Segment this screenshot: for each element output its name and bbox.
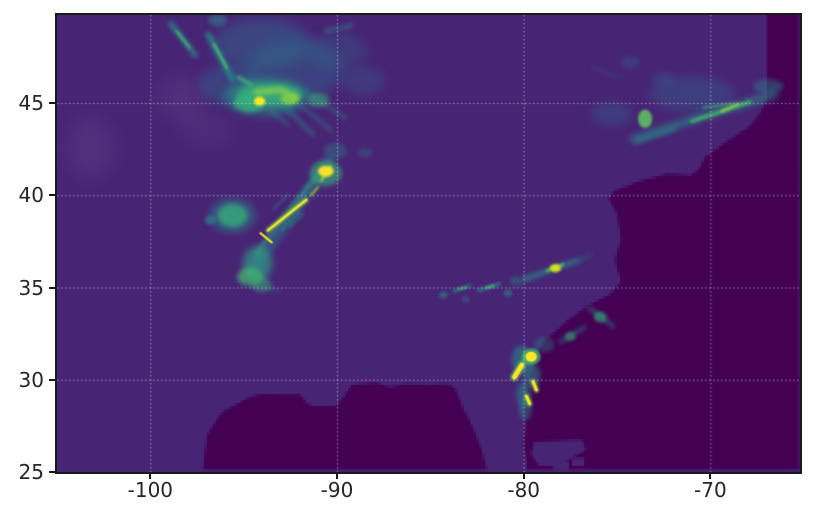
y-tick	[49, 194, 55, 197]
x-tick	[709, 474, 712, 479]
y-tick	[49, 102, 55, 104]
y-tick-label: 45	[18, 91, 44, 115]
x-tick-label: -80	[507, 478, 541, 502]
y-tick	[49, 471, 55, 473]
x-tick	[336, 474, 339, 479]
y-tick-label: 40	[18, 183, 44, 208]
y-tick	[49, 286, 55, 289]
heatmap-canvas	[57, 15, 800, 472]
x-tick-label: -70	[694, 478, 727, 502]
x-tick	[522, 474, 525, 479]
x-tick-label: -100	[127, 478, 174, 502]
x-tick-label: -90	[320, 478, 354, 502]
x-tick	[149, 474, 152, 479]
y-tick	[49, 378, 55, 381]
y-tick-label: 25	[18, 460, 44, 484]
y-tick-label: 30	[18, 367, 44, 392]
y-tick-label: 35	[18, 275, 44, 300]
